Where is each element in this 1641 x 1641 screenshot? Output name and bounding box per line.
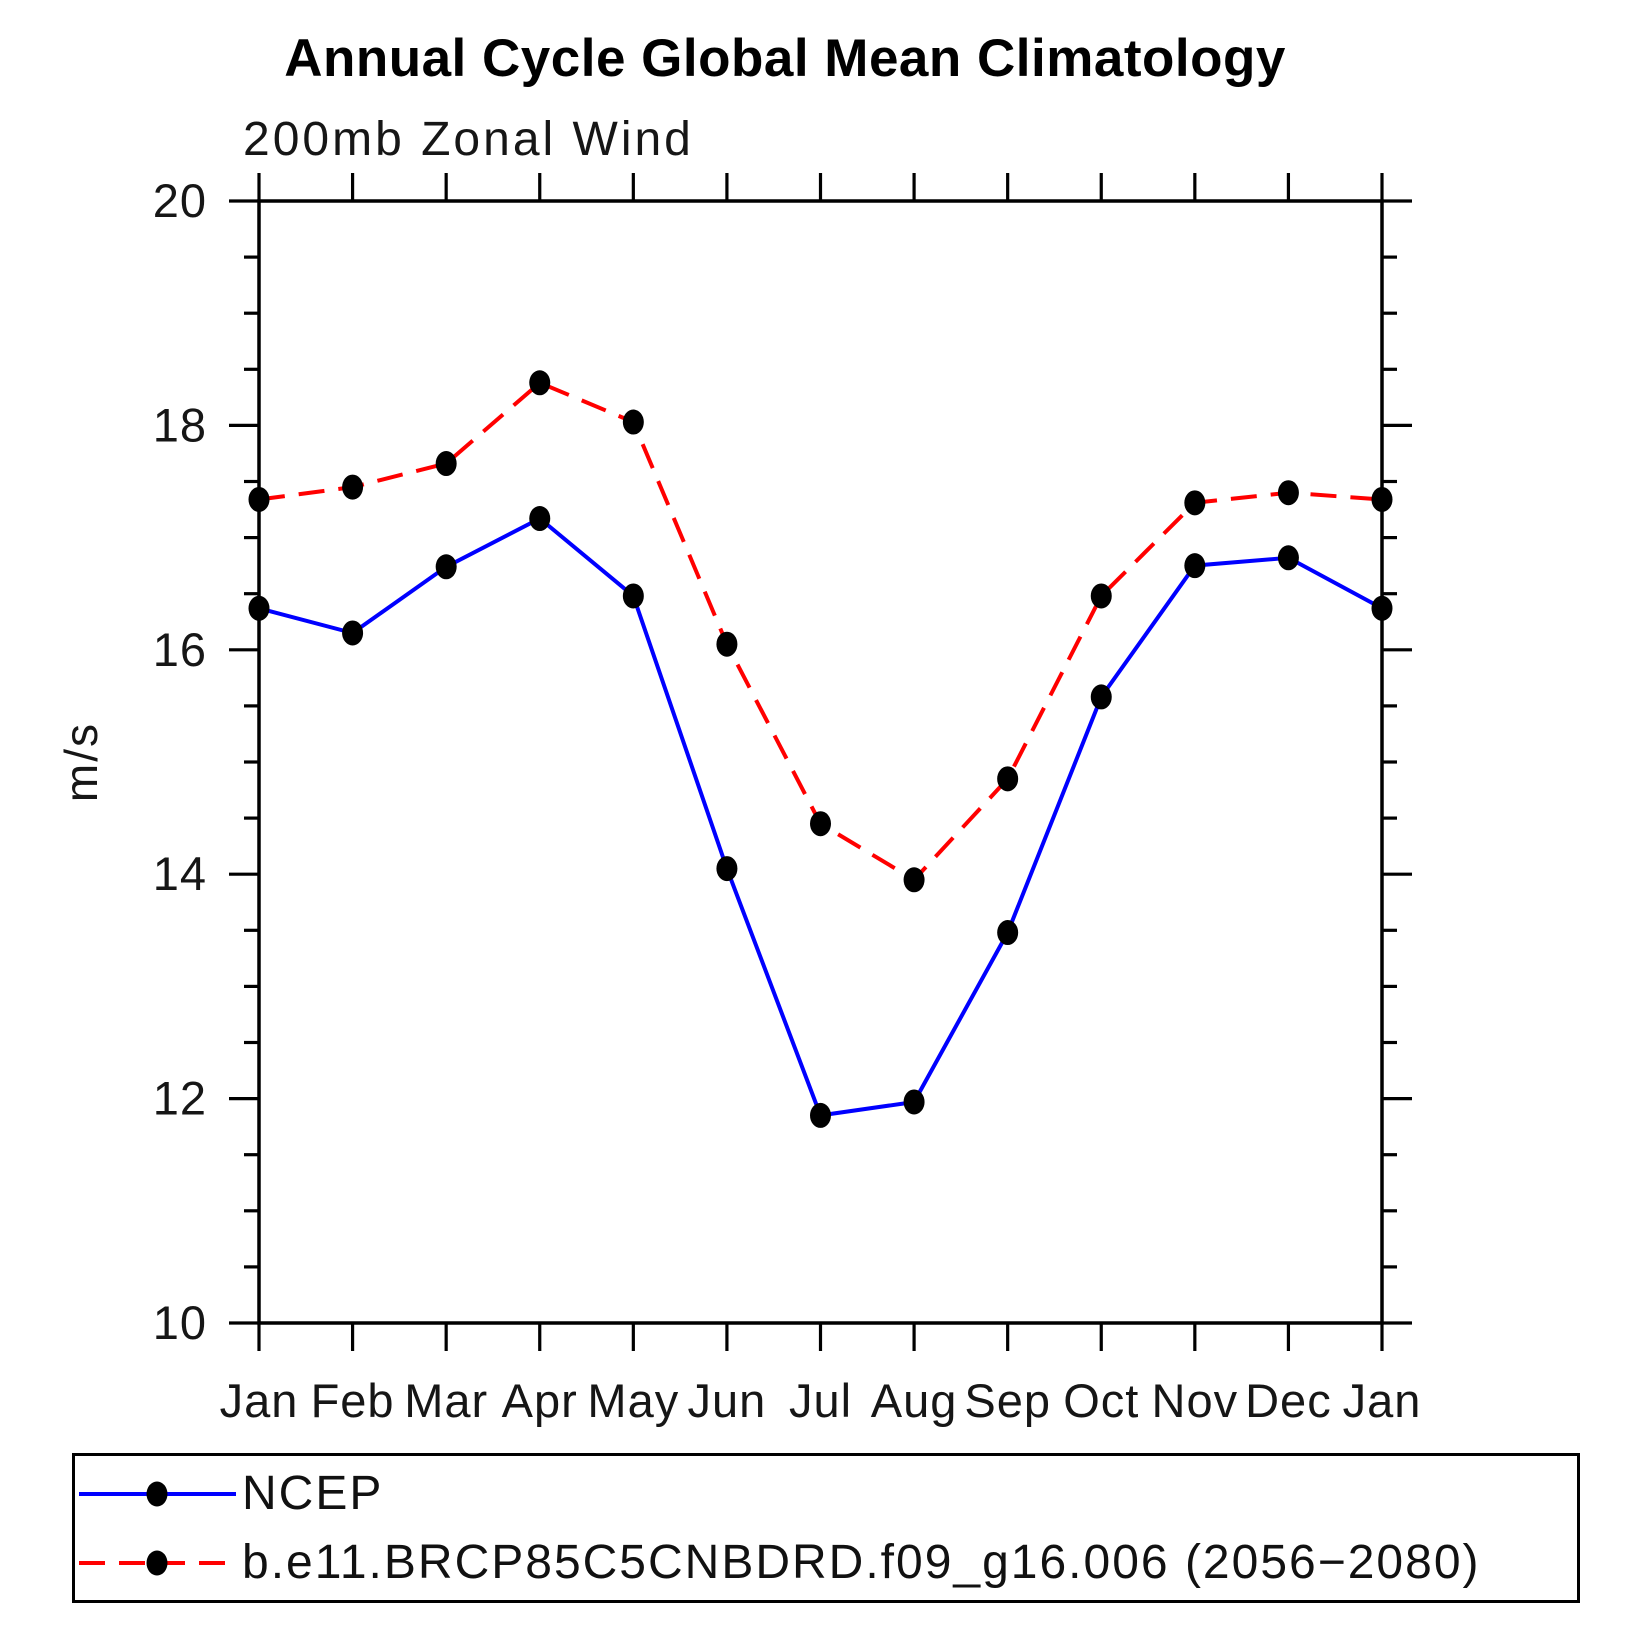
chart-subtitle: 200mb Zonal Wind <box>243 113 694 166</box>
y-axis-tick-label: 20 <box>153 174 207 227</box>
model-data-point-marker <box>1090 583 1112 609</box>
x-axis-tick-label: Mar <box>404 1374 488 1427</box>
ncep-line-sample <box>77 1468 238 1520</box>
ncep-data-point-marker <box>1184 553 1206 579</box>
y-axis-label: m/s <box>55 722 107 802</box>
ncep-data-point-marker <box>716 856 738 882</box>
ncep-data-point-marker <box>622 583 644 609</box>
model-data-point-marker <box>810 811 831 837</box>
x-axis-tick-label: Jan <box>1343 1374 1422 1427</box>
x-axis-tick-label: Jan <box>220 1374 299 1427</box>
ncep-data-point-marker <box>248 595 270 621</box>
legend-marker-dot <box>146 1550 168 1576</box>
model-data-point-marker <box>622 409 644 435</box>
model-line <box>258 380 1383 883</box>
y-axis-tick-label: 16 <box>153 623 207 676</box>
legend-label-model: b.e11.BRCP85C5CNBDRD.f09_g16.006 (2056−2… <box>242 1536 1481 1589</box>
x-axis-tick-label: May <box>587 1374 679 1427</box>
model-data-point-marker <box>435 451 457 477</box>
y-axis-tick-label: 12 <box>153 1072 207 1125</box>
y-axis-tick-label: 14 <box>153 847 207 900</box>
x-axis-tick-label: Apr <box>502 1374 578 1427</box>
x-axis-tick-label: Jul <box>789 1374 852 1427</box>
model-line-sample <box>77 1537 238 1589</box>
model-data-point-marker <box>903 867 925 893</box>
ncep-data-point-marker <box>1277 545 1299 571</box>
x-axis-tick-label: Nov <box>1152 1374 1239 1427</box>
y-axis-tick-label: 18 <box>153 398 207 451</box>
ncep-data-point-marker <box>435 554 457 580</box>
x-axis-tick-label: Sep <box>964 1374 1051 1427</box>
plot-frame <box>257 199 1384 1325</box>
legend-row-model: b.e11.BRCP85C5CNBDRD.f09_g16.006 (2056−2… <box>77 1537 1481 1589</box>
model-data-point-marker <box>716 631 738 657</box>
model-data-point-marker <box>1184 490 1206 516</box>
ncep-data-point-marker <box>1090 684 1112 710</box>
legend-sample-svg <box>79 1550 236 1576</box>
ncep-data-point-marker <box>903 1089 925 1115</box>
x-axis-tick-label: Oct <box>1063 1374 1139 1427</box>
legend-label-ncep: NCEP <box>242 1467 384 1520</box>
y-axis-tick-label: 10 <box>153 1296 207 1349</box>
model-data-point-marker <box>529 370 551 396</box>
x-axis-tick-label: Aug <box>871 1374 958 1427</box>
x-axis-tick-label: Feb <box>311 1374 395 1427</box>
legend-sample-svg <box>79 1481 236 1507</box>
ncep-data-point-marker <box>529 506 551 532</box>
ncep-data-point-marker <box>997 920 1019 946</box>
ncep-data-point-marker <box>342 620 364 646</box>
x-axis-tick-label: Dec <box>1245 1374 1332 1427</box>
model-data-point-marker <box>248 486 270 512</box>
model-data-point-marker <box>1277 480 1299 506</box>
model-data-point-marker <box>997 766 1019 792</box>
x-axis-tick-label: Jun <box>688 1374 767 1427</box>
chart-title: Annual Cycle Global Mean Climatology <box>284 29 1286 88</box>
ncep-data-point-marker <box>810 1102 831 1128</box>
ncep-data-point-marker <box>1371 595 1393 621</box>
legend-marker-dot <box>146 1481 168 1507</box>
legend: NCEP b.e11.BRCP85C5CNBDRD.f09_g16.006 (2… <box>72 1453 1580 1603</box>
model-data-point-marker <box>342 474 364 500</box>
legend-row-ncep: NCEP <box>77 1468 383 1520</box>
model-data-point-marker <box>1371 486 1393 512</box>
